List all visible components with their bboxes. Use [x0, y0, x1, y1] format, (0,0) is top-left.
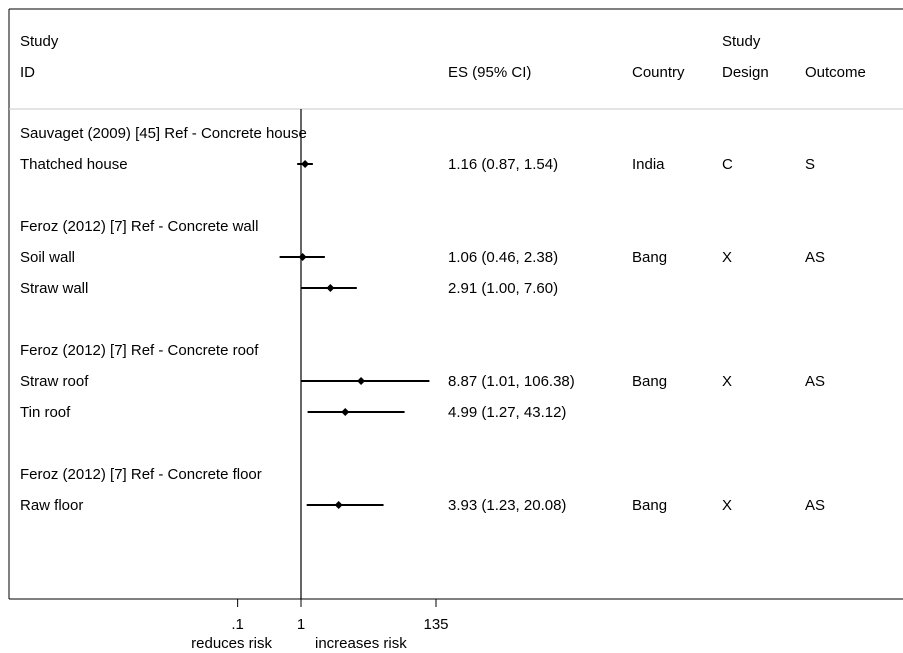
header-design-line1: Study: [722, 33, 761, 50]
point-estimate-marker: [298, 253, 307, 261]
row-design: X: [722, 373, 732, 390]
row-label: Thatched house: [20, 156, 128, 173]
row-es-ci: 2.91 (1.00, 7.60): [448, 280, 558, 297]
point-estimate-marker: [326, 284, 335, 292]
rows-layer: Sauvaget (2009) [45] Ref - Concrete hous…: [20, 125, 825, 514]
x-axis: .1 1 135: [231, 599, 449, 633]
point-estimate-marker: [301, 160, 310, 168]
group-header: Feroz (2012) [7] Ref - Concrete wall: [20, 218, 258, 235]
header-country: Country: [632, 64, 685, 81]
header-study-line2: ID: [20, 64, 35, 81]
point-estimate-marker: [334, 501, 343, 509]
row-outcome: AS: [805, 373, 825, 390]
group-header: Feroz (2012) [7] Ref - Concrete roof: [20, 342, 259, 359]
x-tick-label: 135: [423, 616, 448, 633]
row-outcome: S: [805, 156, 815, 173]
xlabel-left: reduces risk: [191, 635, 272, 652]
xlabel-right: increases risk: [315, 635, 407, 652]
row-design: C: [722, 156, 733, 173]
row-country: Bang: [632, 249, 667, 266]
row-es-ci: 8.87 (1.01, 106.38): [448, 373, 575, 390]
header-design-line2: Design: [722, 64, 769, 81]
point-estimate-marker: [357, 377, 366, 385]
x-tick-label: .1: [231, 616, 244, 633]
header-es: ES (95% CI): [448, 64, 531, 81]
header-study-line1: Study: [20, 33, 59, 50]
row-label: Tin roof: [20, 404, 71, 421]
row-outcome: AS: [805, 249, 825, 266]
group-header: Feroz (2012) [7] Ref - Concrete floor: [20, 466, 262, 483]
row-country: Bang: [632, 373, 667, 390]
row-es-ci: 3.93 (1.23, 20.08): [448, 497, 566, 514]
row-country: India: [632, 156, 665, 173]
group-header: Sauvaget (2009) [45] Ref - Concrete hous…: [20, 125, 307, 142]
row-es-ci: 4.99 (1.27, 43.12): [448, 404, 566, 421]
row-label: Straw roof: [20, 373, 89, 390]
row-design: X: [722, 249, 732, 266]
row-label: Soil wall: [20, 249, 75, 266]
row-design: X: [722, 497, 732, 514]
point-estimate-marker: [341, 408, 350, 416]
row-outcome: AS: [805, 497, 825, 514]
row-label: Raw floor: [20, 497, 83, 514]
x-tick-label: 1: [297, 616, 305, 633]
row-country: Bang: [632, 497, 667, 514]
header-outcome: Outcome: [805, 64, 866, 81]
row-label: Straw wall: [20, 280, 88, 297]
row-es-ci: 1.06 (0.46, 2.38): [448, 249, 558, 266]
row-es-ci: 1.16 (0.87, 1.54): [448, 156, 558, 173]
